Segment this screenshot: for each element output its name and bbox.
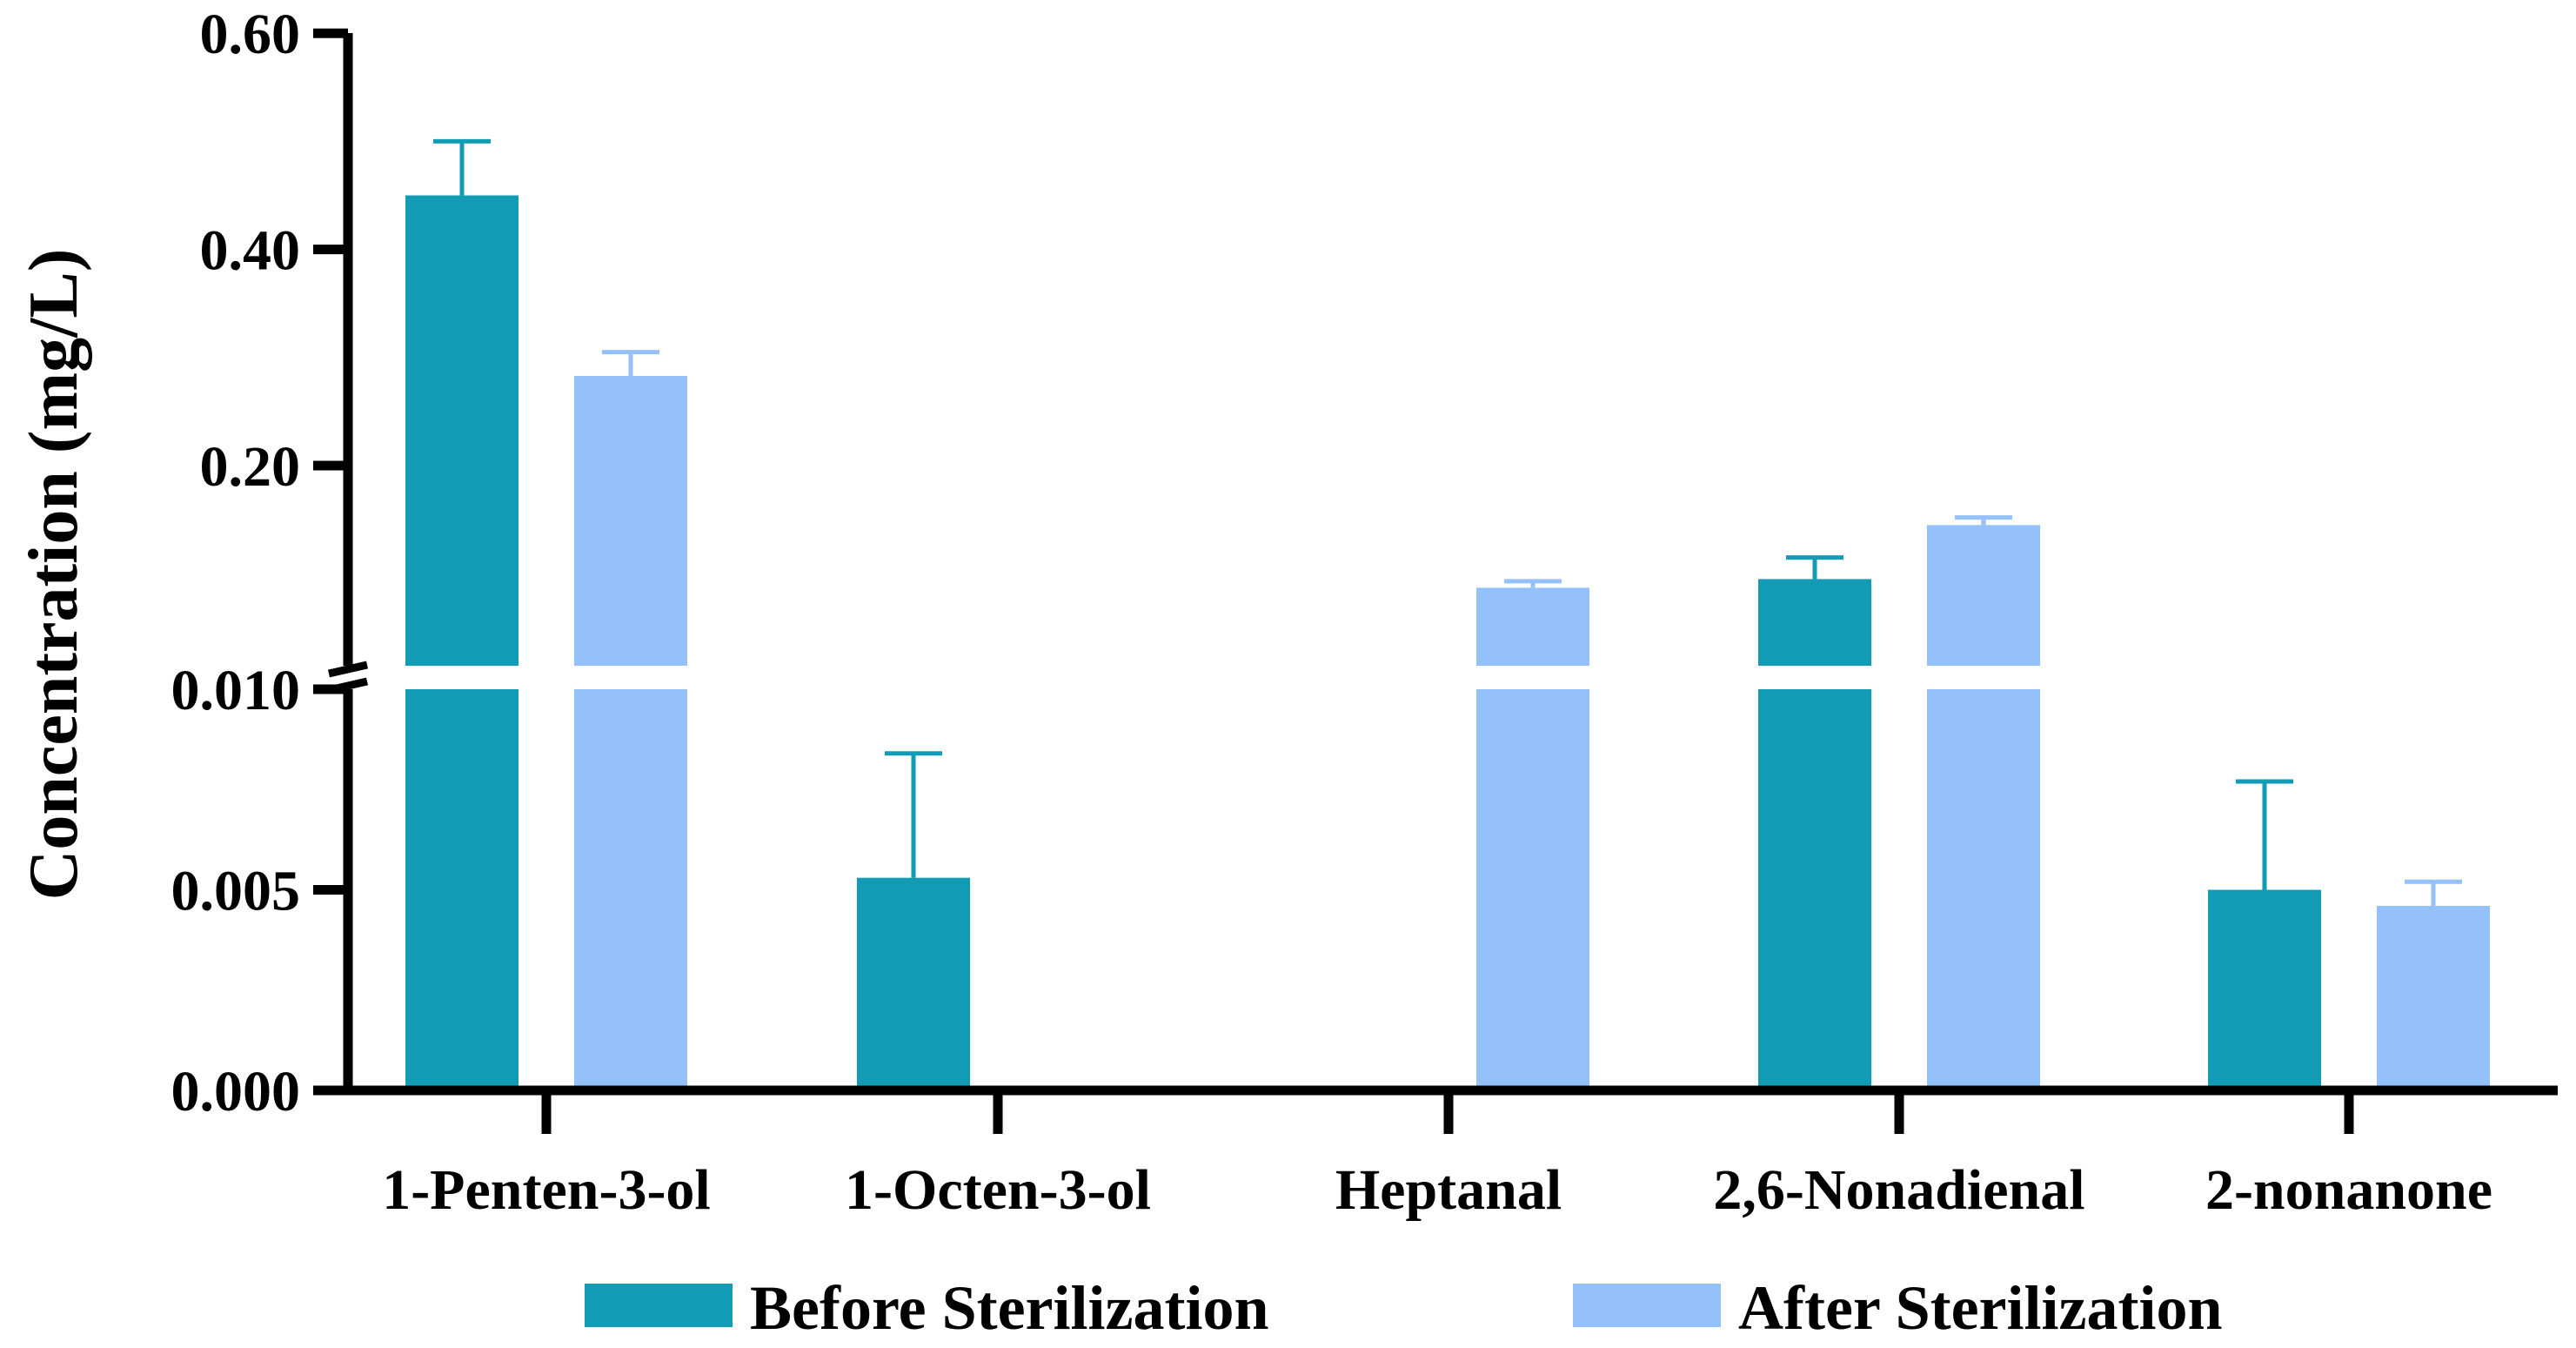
- bar-upper-after-0: [574, 375, 687, 666]
- bars-layer: [355, 138, 2565, 1090]
- y-tick-label-lower-1: 0.005: [171, 860, 301, 923]
- y-tick-upper-1-label: 0.40: [200, 219, 301, 283]
- y-tick-label-lower-2: 0.010: [171, 659, 301, 722]
- y-tick-upper-0-label: 0.20: [200, 435, 301, 499]
- legend-swatch-before: [585, 1284, 733, 1327]
- x-tick-label-4: 2-nonanone: [2205, 1158, 2492, 1222]
- x-tick-label-0: 1-Penten-3-ol: [382, 1158, 711, 1222]
- bar-after-4: [2377, 905, 2490, 1090]
- bar-upper-after-2: [1476, 587, 1589, 666]
- bar-lower-after-0: [574, 689, 687, 1090]
- bar-upper-before-3: [1758, 579, 1871, 666]
- bar-lower-before-0: [405, 689, 519, 1090]
- y-axis-title: Concentration (mg/L): [16, 249, 92, 901]
- legend: Before Sterilization After Sterilization: [585, 1273, 2223, 1343]
- y-tick-label-lower-0: 0.000: [171, 1060, 301, 1123]
- y-axis-break-mark-top: [328, 661, 368, 678]
- axis-break-gap: [355, 666, 2565, 689]
- legend-label-before: Before Sterilization: [750, 1273, 1269, 1343]
- bar-upper-after-3: [1927, 525, 2040, 666]
- axes-layer: 0.000 0.005 0.010 0.20 0.40 0.60 1-Penten-3-ol…: [16, 3, 2558, 1222]
- bar-lower-after-2: [1476, 689, 1589, 1090]
- legend-swatch-after: [1573, 1284, 1721, 1327]
- x-tick-label-3: 2,6-Nonadienal: [1713, 1158, 2084, 1222]
- y-tick-upper-2-label: 0.60: [200, 3, 301, 66]
- legend-label-after: After Sterilization: [1738, 1273, 2223, 1343]
- x-tick-label-2: Heptanal: [1335, 1158, 1562, 1222]
- bar-lower-before-3: [1758, 689, 1871, 1090]
- bar-lower-after-3: [1927, 689, 2040, 1090]
- x-tick-label-1: 1-Octen-3-ol: [845, 1158, 1151, 1222]
- bar-before-1: [857, 877, 970, 1090]
- bar-upper-before-0: [405, 195, 519, 666]
- bar-before-4: [2208, 889, 2321, 1090]
